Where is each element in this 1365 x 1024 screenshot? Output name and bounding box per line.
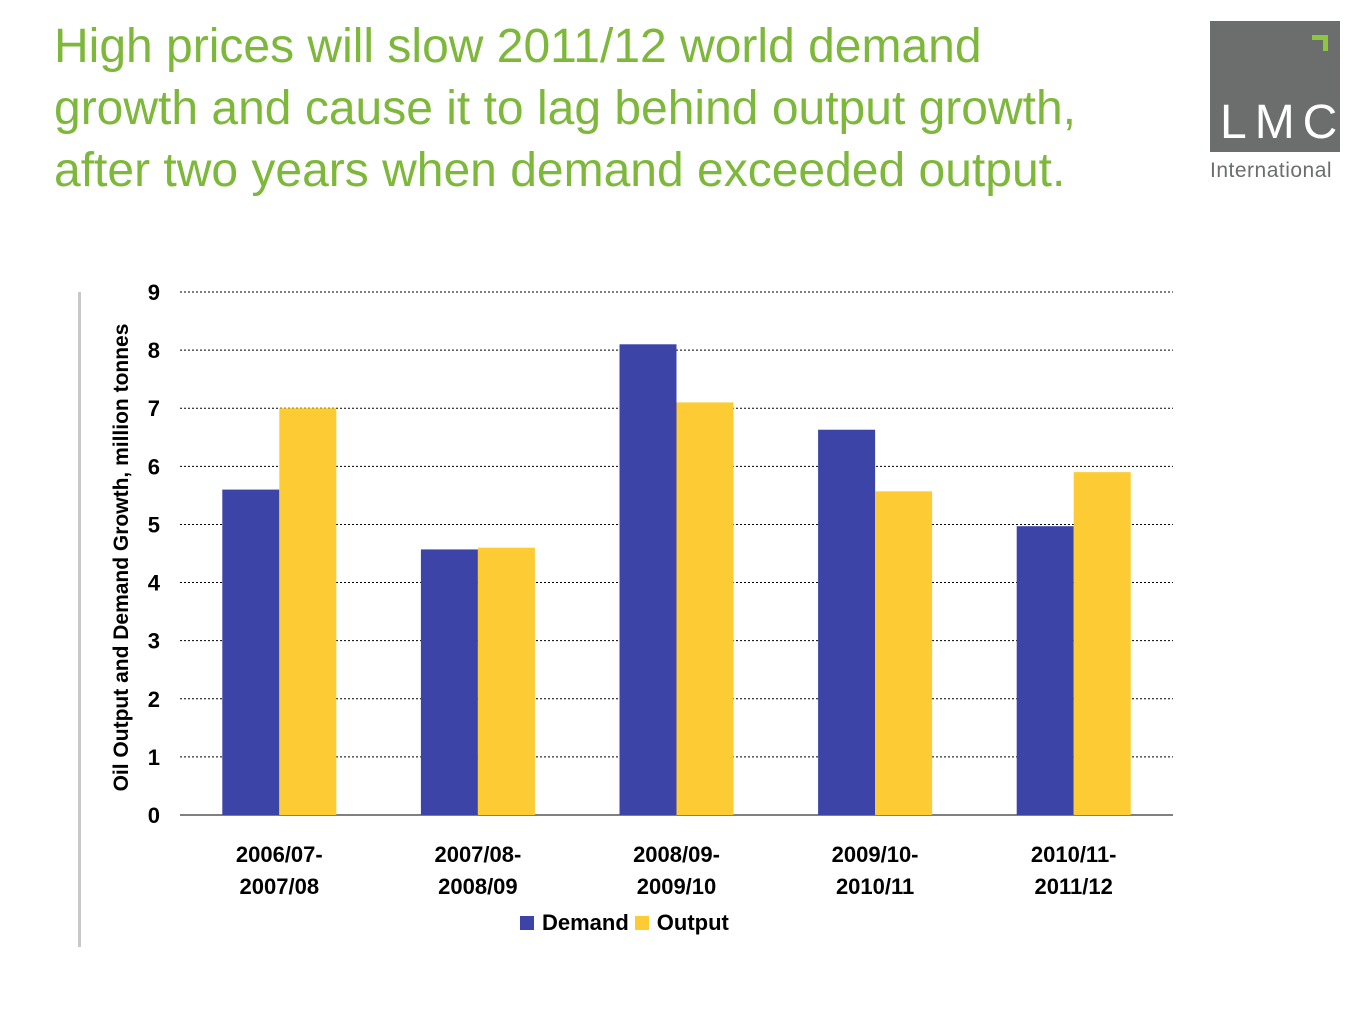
y-tick-label: 3 [148, 629, 160, 654]
bar-demand [420, 549, 478, 815]
logo-corner-mark-icon [1312, 35, 1328, 51]
slide-title: High prices will slow 2011/12 world dema… [54, 16, 1194, 202]
x-tick-label: 2007/08- [434, 842, 521, 867]
x-tick-label: 2009/10 [637, 874, 717, 899]
x-tick-label: 2009/10- [832, 842, 919, 867]
y-tick-label: 2 [148, 687, 160, 712]
chart-legend: Demand Output [520, 910, 735, 936]
title-line-3: after two years when demand exceeded out… [54, 144, 1066, 197]
legend-swatch-demand [520, 916, 534, 930]
bar-output [1073, 472, 1131, 815]
bar-demand [619, 344, 677, 815]
side-divider [78, 292, 81, 947]
bar-output [477, 547, 535, 815]
logo-box: LMC [1210, 21, 1340, 152]
x-tick-label: 2006/07- [236, 842, 323, 867]
y-tick-label: 6 [148, 454, 160, 479]
legend-item-output: Output [634, 910, 729, 936]
logo-name: LMC [1220, 96, 1346, 149]
y-axis-label: Oil Output and Demand Growth, million to… [110, 324, 133, 792]
x-tick-label: 2010/11- [1031, 842, 1117, 867]
bar-output [875, 491, 933, 815]
lmc-logo: LMC International [1210, 21, 1340, 182]
x-tick-label: 2008/09 [438, 874, 518, 899]
title-line-2: growth and cause it to lag behind output… [54, 82, 1077, 135]
y-tick-label: 5 [148, 512, 160, 537]
legend-swatch-output [634, 916, 649, 930]
y-tick-label: 9 [148, 280, 160, 305]
bar-output [676, 402, 734, 815]
legend-label-output: Output [656, 910, 729, 935]
x-tick-label: 2010/11 [836, 874, 914, 899]
y-tick-label: 7 [148, 396, 160, 421]
x-tick-label: 2011/12 [1035, 874, 1113, 899]
legend-item-demand: Demand [520, 910, 629, 936]
logo-subtitle: International [1210, 159, 1333, 182]
bar-demand [222, 489, 280, 815]
y-tick-label: 1 [148, 745, 160, 770]
legend-label-demand: Demand [542, 910, 629, 935]
x-tick-label: 2008/09- [633, 842, 720, 867]
bar-output [279, 408, 337, 815]
y-tick-label: 0 [148, 803, 160, 828]
bar-demand [1016, 526, 1074, 815]
y-tick-label: 4 [148, 571, 161, 596]
y-tick-label: 8 [148, 338, 160, 363]
x-tick-label: 2007/08 [240, 874, 320, 899]
bar-demand [818, 429, 876, 815]
title-line-1: High prices will slow 2011/12 world dema… [54, 20, 982, 73]
